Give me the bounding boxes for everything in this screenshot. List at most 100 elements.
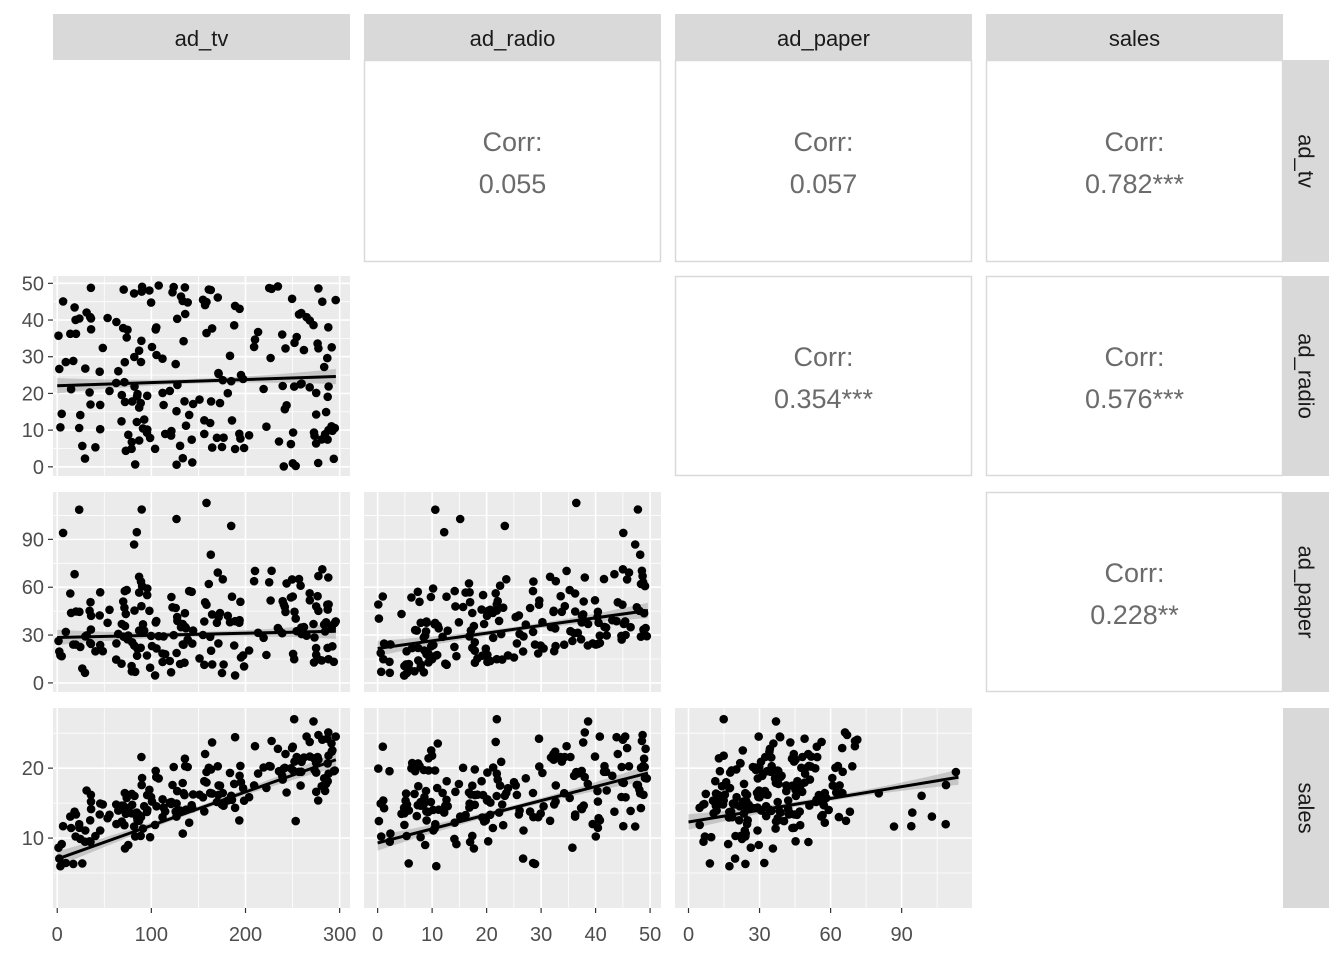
data-point <box>705 859 715 868</box>
data-point <box>753 826 762 835</box>
data-point <box>105 386 114 396</box>
data-point <box>488 763 498 772</box>
data-point <box>235 816 244 825</box>
data-point <box>760 858 769 868</box>
y-tick-label-ad_paper: 60 <box>22 577 44 599</box>
data-point <box>281 749 290 759</box>
data-point <box>112 639 121 648</box>
data-point <box>588 639 597 648</box>
data-point <box>599 767 609 777</box>
data-point <box>235 771 244 781</box>
data-point <box>433 739 443 748</box>
data-point <box>195 654 204 663</box>
data-point <box>184 586 194 596</box>
data-point <box>137 780 146 790</box>
data-point <box>838 767 847 777</box>
data-point <box>127 444 136 454</box>
corr-label: Corr: <box>1105 342 1165 372</box>
data-point <box>85 388 94 397</box>
facet-strips: ad_tv ad_tv ad_radio ad_radio ad_paper ad_pap… <box>53 14 1329 908</box>
corr-panel-ad_radio-ad_paper <box>674 275 973 477</box>
data-point <box>578 610 588 619</box>
data-point <box>738 746 748 755</box>
data-point <box>468 831 477 841</box>
data-point <box>549 607 558 617</box>
data-point <box>570 810 580 819</box>
data-point <box>529 577 538 586</box>
data-point <box>165 656 175 666</box>
data-point <box>55 364 64 374</box>
data-point <box>630 822 640 831</box>
data-point <box>167 426 176 436</box>
data-point <box>323 392 333 402</box>
data-point <box>117 417 126 426</box>
data-point <box>311 768 321 777</box>
data-point <box>376 667 386 677</box>
data-point <box>311 410 321 419</box>
top-strip-label-ad_radio: ad_radio <box>470 26 556 51</box>
data-point <box>127 661 136 671</box>
data-point <box>274 437 284 446</box>
data-point <box>236 597 245 607</box>
data-point <box>70 569 79 579</box>
data-point <box>386 829 395 838</box>
data-point <box>619 619 629 629</box>
data-point <box>219 433 228 443</box>
data-point <box>754 792 763 802</box>
data-point <box>545 572 555 582</box>
data-point <box>434 805 444 814</box>
data-point <box>66 823 76 833</box>
data-point <box>812 752 822 762</box>
data-point <box>641 744 650 754</box>
data-point <box>130 460 140 469</box>
data-point <box>181 421 191 431</box>
data-point <box>250 335 260 344</box>
y-tick-label-ad_paper: 0 <box>33 673 44 695</box>
data-point <box>591 832 601 841</box>
data-point <box>120 357 130 367</box>
data-point <box>78 441 87 451</box>
data-point <box>71 810 81 819</box>
data-point <box>837 743 847 753</box>
data-point <box>719 751 728 760</box>
data-point <box>413 643 423 653</box>
data-point <box>324 382 333 391</box>
data-point <box>528 788 538 798</box>
trend-line <box>377 771 649 845</box>
data-point <box>804 837 813 847</box>
data-point <box>302 732 311 741</box>
data-point <box>572 498 581 508</box>
data-point <box>150 444 160 454</box>
data-point <box>568 843 577 852</box>
data-point <box>57 409 66 419</box>
data-point <box>565 585 574 595</box>
data-point <box>595 638 605 648</box>
data-point <box>465 588 474 597</box>
data-point <box>58 821 68 831</box>
data-point <box>908 808 917 817</box>
data-point <box>200 660 209 670</box>
data-point <box>419 765 429 775</box>
data-point <box>550 624 560 633</box>
data-point <box>732 792 741 802</box>
data-point <box>385 668 395 678</box>
y-tick-label-ad_radio: 40 <box>22 310 44 332</box>
corr-label: Corr: <box>483 127 543 157</box>
top-strip-sales <box>986 14 1283 60</box>
data-point <box>820 818 830 827</box>
data-point <box>74 819 84 829</box>
data-point <box>695 820 704 830</box>
data-point <box>539 802 548 811</box>
data-point <box>397 609 406 619</box>
data-point <box>450 834 459 844</box>
data-point <box>152 772 161 782</box>
data-point <box>291 614 301 623</box>
data-point <box>441 801 450 810</box>
top-strip-label-ad_tv: ad_tv <box>175 26 229 51</box>
side-strip-label-ad_tv: ad_tv <box>1294 134 1319 188</box>
data-point <box>180 608 190 618</box>
data-point <box>132 527 142 537</box>
data-point <box>311 643 321 653</box>
data-point <box>229 779 239 789</box>
data-point <box>583 717 593 726</box>
